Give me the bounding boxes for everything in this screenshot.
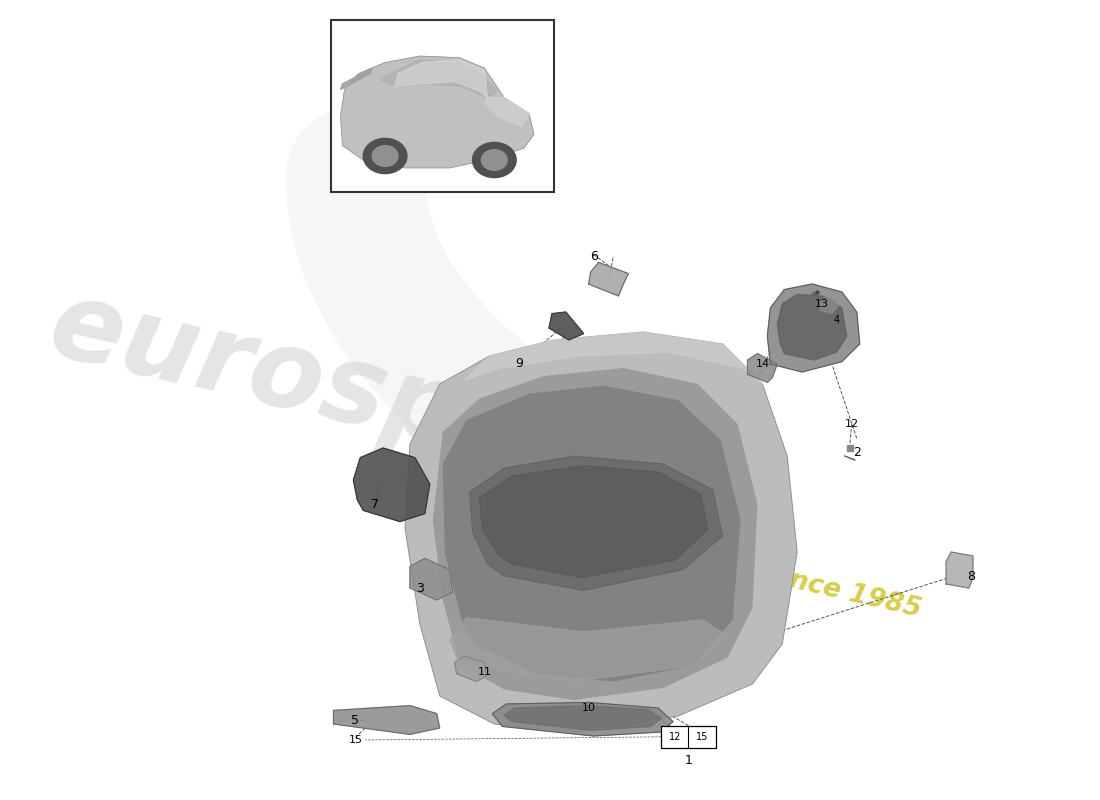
Polygon shape: [778, 294, 847, 360]
Polygon shape: [353, 448, 430, 522]
Text: 3: 3: [416, 582, 424, 594]
Text: a passion for parts since 1985: a passion for parts since 1985: [482, 497, 924, 623]
Text: 12: 12: [669, 732, 681, 742]
Text: 9: 9: [515, 358, 524, 370]
Polygon shape: [381, 60, 497, 98]
Polygon shape: [768, 284, 860, 372]
Polygon shape: [333, 706, 440, 734]
Circle shape: [372, 146, 398, 166]
Polygon shape: [432, 368, 758, 700]
Text: 15: 15: [349, 735, 362, 745]
Polygon shape: [480, 466, 707, 578]
Text: 5: 5: [351, 714, 360, 726]
Text: 11: 11: [477, 667, 492, 677]
Polygon shape: [493, 702, 673, 736]
Text: 13: 13: [815, 299, 829, 309]
Polygon shape: [405, 332, 798, 732]
Bar: [661, 726, 716, 748]
Text: 1: 1: [684, 754, 692, 766]
Polygon shape: [470, 456, 723, 590]
Polygon shape: [341, 68, 372, 90]
Bar: [330, 20, 554, 192]
Polygon shape: [395, 60, 487, 98]
Polygon shape: [454, 656, 486, 682]
Circle shape: [363, 138, 407, 174]
Text: 14: 14: [756, 359, 770, 369]
Text: eurospares: eurospares: [40, 271, 732, 529]
Polygon shape: [341, 56, 535, 168]
Circle shape: [473, 142, 516, 178]
Polygon shape: [442, 386, 740, 682]
Text: 7: 7: [371, 498, 380, 510]
Circle shape: [482, 150, 507, 170]
Text: 10: 10: [582, 703, 596, 713]
Polygon shape: [588, 262, 628, 296]
Polygon shape: [549, 312, 584, 340]
Polygon shape: [484, 98, 529, 126]
Polygon shape: [450, 618, 728, 682]
Text: 8: 8: [967, 570, 975, 582]
Polygon shape: [464, 332, 762, 384]
Text: 15: 15: [696, 732, 708, 742]
Polygon shape: [946, 552, 972, 588]
Polygon shape: [820, 298, 838, 314]
Polygon shape: [410, 558, 452, 600]
Text: 4: 4: [834, 315, 840, 325]
Text: 6: 6: [590, 250, 597, 262]
Polygon shape: [748, 354, 778, 382]
Text: 12: 12: [845, 419, 859, 429]
Text: 2: 2: [852, 446, 860, 458]
Polygon shape: [504, 706, 661, 730]
